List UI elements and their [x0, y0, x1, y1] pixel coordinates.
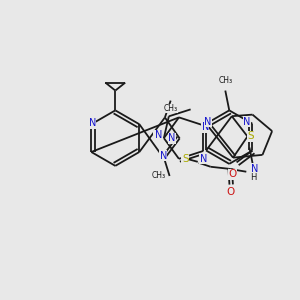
Text: S: S: [182, 154, 188, 164]
Text: N: N: [200, 154, 207, 164]
Text: N: N: [204, 117, 212, 127]
Text: N: N: [154, 130, 162, 140]
Text: CH₃: CH₃: [218, 76, 232, 85]
Text: H: H: [250, 173, 256, 182]
Text: N: N: [168, 134, 176, 143]
Text: N: N: [154, 173, 162, 183]
Text: N: N: [251, 164, 259, 174]
Text: N: N: [88, 118, 96, 128]
Text: O: O: [226, 187, 235, 196]
Text: N: N: [243, 117, 250, 127]
Text: S: S: [247, 131, 254, 142]
Text: CH₃: CH₃: [152, 172, 166, 181]
Text: N: N: [160, 151, 167, 161]
Text: CH₃: CH₃: [164, 104, 178, 113]
Text: N: N: [202, 122, 209, 132]
Text: N: N: [154, 131, 161, 141]
Text: O: O: [229, 169, 237, 179]
